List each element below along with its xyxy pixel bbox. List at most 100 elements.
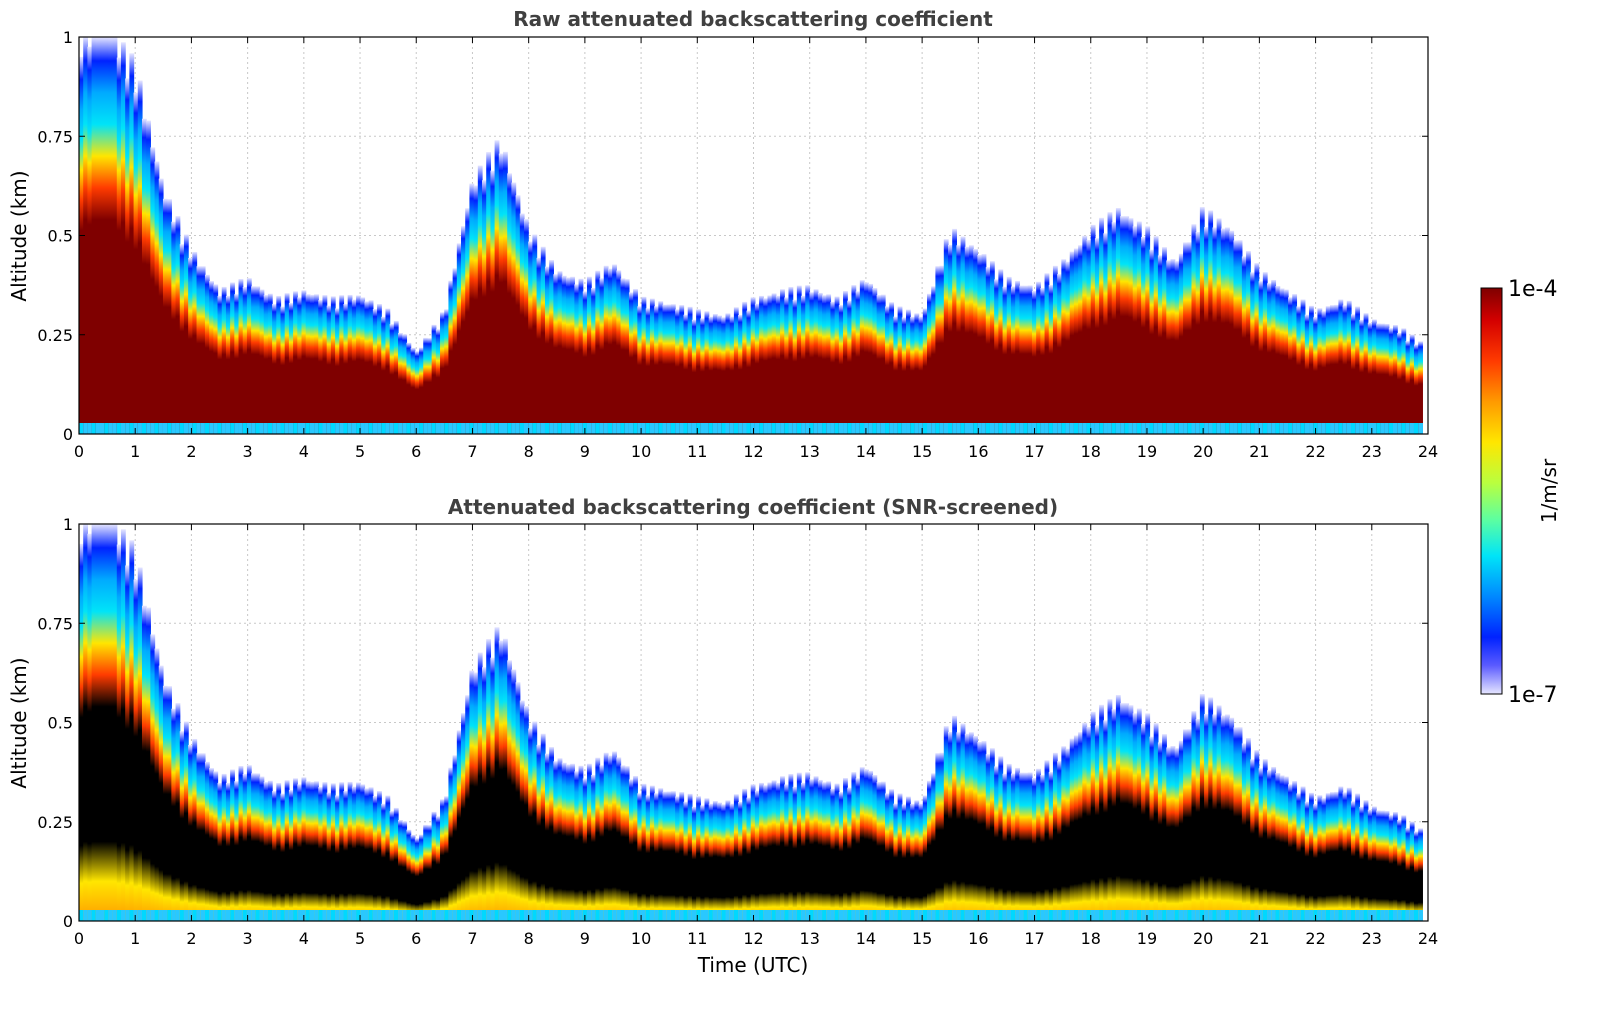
surface-band <box>1124 910 1130 921</box>
surface-band <box>809 910 815 921</box>
surface-band <box>1363 910 1369 921</box>
profile-column <box>293 291 298 434</box>
surface-band <box>1073 910 1079 921</box>
profile-column <box>1002 286 1008 434</box>
surface-band <box>792 910 798 921</box>
surface-band <box>95 423 101 434</box>
profile-column <box>880 294 886 434</box>
profile-column <box>1275 285 1281 434</box>
profile-column <box>1342 305 1348 434</box>
surface-band <box>251 423 256 434</box>
surface-band <box>561 910 567 921</box>
x-tick-label: 18 <box>1081 442 1101 461</box>
surface-band <box>175 910 181 921</box>
surface-band <box>360 910 366 921</box>
profile-column <box>733 794 739 921</box>
surface-band <box>880 423 886 434</box>
profile-column <box>859 767 865 921</box>
surface-band <box>406 910 412 921</box>
surface-band <box>670 910 676 921</box>
x-tick-label: 7 <box>467 442 477 461</box>
profile-column <box>1237 727 1243 921</box>
profile-column <box>759 782 764 921</box>
profile-column <box>284 293 290 434</box>
surface-band <box>1082 910 1088 921</box>
profile-column <box>872 288 878 434</box>
profile-column <box>150 147 156 434</box>
profile-column <box>947 244 953 434</box>
profile-column <box>1212 714 1218 921</box>
profile-column <box>1392 325 1398 434</box>
profile-column <box>146 120 151 434</box>
profile-column <box>1090 711 1096 921</box>
profile-column <box>700 805 706 921</box>
profile-column <box>1359 806 1365 921</box>
profile-column <box>624 279 630 434</box>
surface-band <box>1015 423 1020 434</box>
profile-column <box>255 286 261 434</box>
surface-band <box>796 910 802 921</box>
profile-column <box>1351 801 1356 921</box>
surface-band <box>738 423 743 434</box>
surface-band <box>1321 910 1327 921</box>
surface-band <box>1216 423 1222 434</box>
surface-band <box>158 423 164 434</box>
surface-band <box>1107 910 1113 921</box>
surface-band <box>444 423 450 434</box>
surface-band <box>822 423 827 434</box>
profile-column <box>897 793 903 921</box>
surface-band <box>213 910 219 921</box>
surface-band <box>998 910 1004 921</box>
profile-column <box>809 779 815 921</box>
profile-column <box>1086 726 1092 921</box>
profile-column <box>519 700 525 921</box>
profile-column <box>221 773 227 921</box>
surface-band <box>1372 423 1377 434</box>
surface-band <box>1069 910 1075 921</box>
surface-band <box>259 910 265 921</box>
profile-column <box>83 524 88 921</box>
profile-column <box>1208 697 1214 921</box>
surface-band <box>557 910 563 921</box>
profile-column <box>385 308 391 434</box>
surface-band <box>985 910 991 921</box>
profile-column <box>1267 283 1272 434</box>
surface-band <box>398 423 403 434</box>
surface-band <box>729 910 735 921</box>
surface-band <box>1052 910 1058 921</box>
profile-column <box>1376 323 1381 434</box>
surface-band <box>603 423 609 434</box>
profile-column <box>708 316 714 434</box>
surface-band <box>104 423 109 434</box>
profile-column <box>116 57 122 434</box>
x-tick-label: 19 <box>1137 929 1157 948</box>
profile-column <box>1220 228 1226 434</box>
x-tick-label: 20 <box>1193 442 1213 461</box>
surface-band <box>1359 423 1365 434</box>
surface-band <box>712 423 718 434</box>
surface-band <box>859 910 865 921</box>
surface-band <box>1380 423 1386 434</box>
surface-band <box>267 423 273 434</box>
surface-band <box>1002 910 1008 921</box>
surface-band <box>129 910 135 921</box>
profile-column <box>377 304 382 434</box>
profile-column <box>1006 276 1012 434</box>
surface-band <box>645 423 651 434</box>
profile-column <box>809 292 815 434</box>
surface-band <box>99 910 105 921</box>
x-tick-label: 17 <box>1024 929 1044 948</box>
chart-title: Raw attenuated backscattering coefficien… <box>513 7 993 31</box>
profile-column <box>1300 299 1306 434</box>
profile-column <box>104 37 109 434</box>
profile-column <box>1372 806 1377 921</box>
profile-column <box>574 771 580 921</box>
surface-band <box>1250 423 1256 434</box>
profile-column <box>729 316 735 434</box>
profile-column <box>1309 305 1314 434</box>
profile-column <box>1157 742 1163 921</box>
profile-column <box>847 300 853 434</box>
profile-column <box>885 793 890 921</box>
profile-column <box>125 565 130 921</box>
x-tick-label: 0 <box>74 929 84 948</box>
